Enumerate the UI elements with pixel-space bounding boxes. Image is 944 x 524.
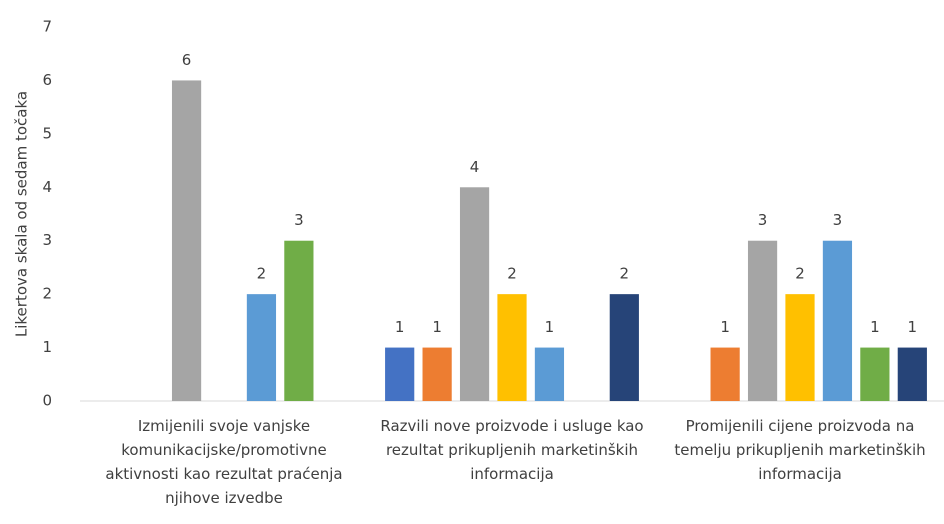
bar: [534, 347, 565, 401]
bar: [897, 347, 927, 401]
y-tick-label: 3: [42, 231, 52, 249]
y-tick-label: 4: [42, 178, 52, 196]
bar: [609, 294, 639, 401]
y-tick-label: 2: [42, 285, 52, 303]
data-label: 1: [432, 318, 442, 336]
x-tick-label: Promijenili cijene proizvoda na temelju …: [674, 417, 926, 483]
data-label: 3: [294, 211, 304, 229]
bar: [422, 347, 452, 401]
bar: [246, 294, 277, 401]
data-label: 2: [620, 265, 630, 283]
data-label: 2: [507, 265, 517, 283]
data-label: 3: [758, 211, 768, 229]
y-tick-label: 1: [42, 338, 52, 356]
x-tick-label: Razvili nove proizvode i usluge kao rezu…: [380, 417, 644, 483]
y-tick-label: 5: [42, 124, 52, 142]
bar: [785, 294, 815, 401]
data-label: 2: [795, 265, 805, 283]
bar: [385, 347, 415, 401]
data-label: 3: [833, 211, 843, 229]
data-label: 1: [395, 318, 405, 336]
data-label: 2: [257, 265, 267, 283]
x-tick-label-box: Izmijenili svoje vanjske komunikacijske/…: [105, 417, 343, 507]
data-label: 1: [545, 318, 555, 336]
data-label: 1: [908, 318, 918, 336]
bar: [497, 294, 527, 401]
y-tick-label: 0: [42, 392, 52, 410]
bar: [860, 347, 890, 401]
bar: [710, 347, 740, 401]
data-label: 1: [720, 318, 730, 336]
y-tick-label: 7: [42, 18, 52, 36]
data-label: 4: [470, 158, 480, 176]
x-tick-label-box: Promijenili cijene proizvoda na temelju …: [674, 417, 926, 483]
x-tick-label-box: Razvili nove proizvode i usluge kao rezu…: [380, 417, 644, 483]
y-tick-label: 6: [42, 71, 52, 89]
data-label: 6: [182, 51, 192, 69]
bar: [284, 240, 314, 401]
x-tick-label: Izmijenili svoje vanjske komunikacijske/…: [105, 417, 343, 507]
bar: [459, 187, 490, 401]
bar: [822, 240, 853, 401]
y-axis-label: Likertova skala od sedam točaka: [13, 91, 31, 337]
bar: [747, 240, 778, 401]
bar: [171, 80, 202, 401]
data-label: 1: [870, 318, 880, 336]
